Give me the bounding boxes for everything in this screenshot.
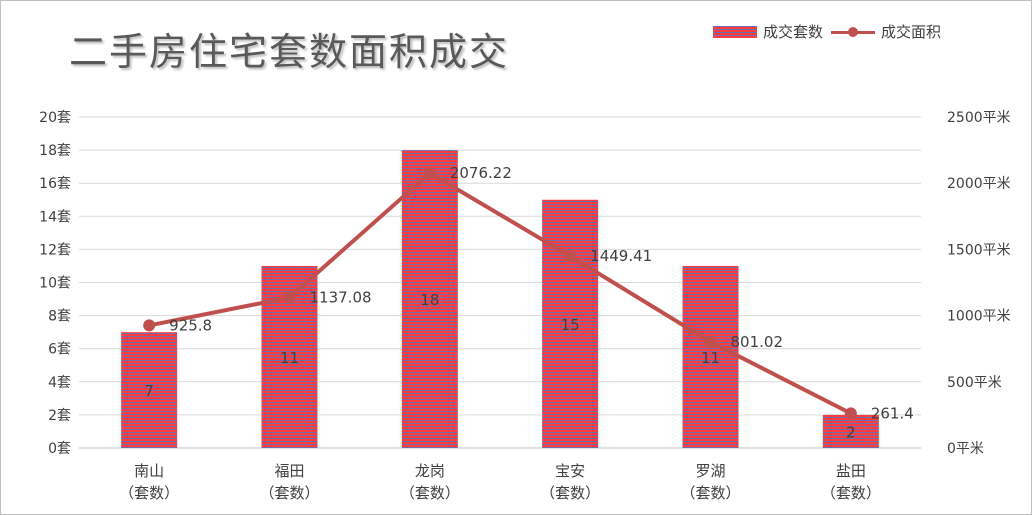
legend-item-bar: 成交套数	[712, 21, 823, 42]
bar-data-label: 18	[420, 291, 439, 309]
category-label: 罗湖	[695, 462, 725, 480]
line-point	[844, 407, 857, 420]
y-right-tick-label: 1000平米	[947, 309, 1011, 325]
category-label: 宝安	[555, 462, 585, 480]
legend-line-swatch	[830, 26, 875, 38]
line-data-label: 261.4	[871, 404, 914, 422]
y-left-tick-label: 12套	[39, 242, 71, 258]
line-data-label: 801.02	[731, 333, 784, 351]
y-right-tick-label: 1500平米	[947, 242, 1011, 258]
y-right-tick-label: 500平米	[947, 375, 1002, 391]
legend-bar-label: 成交套数	[762, 23, 823, 41]
y-left-tick-label: 4套	[48, 375, 71, 391]
category-label: （套数）	[400, 484, 460, 502]
legend-line-label: 成交面积	[880, 23, 941, 41]
chart-legend: 成交套数 成交面积	[712, 21, 941, 42]
bar-data-label: 7	[144, 382, 154, 400]
category-label: （套数）	[821, 484, 881, 502]
category-label: （套数）	[680, 484, 740, 502]
bar-data-label: 11	[701, 349, 720, 367]
legend-bar-swatch	[712, 25, 757, 38]
chart-title: 二手房住宅套数面积成交	[69, 30, 510, 74]
area-series-line	[148, 171, 852, 416]
y-left-tick-label: 8套	[48, 309, 71, 325]
line-point	[283, 291, 296, 304]
legend-item-line: 成交面积	[830, 21, 941, 42]
bar	[121, 332, 178, 448]
y-right-tick-label: 2000平米	[947, 176, 1011, 192]
y-left-tick-label: 0套	[48, 441, 71, 457]
line-point	[423, 167, 436, 180]
bar	[682, 265, 739, 448]
category-label: （套数）	[119, 484, 179, 502]
y-left-tick-label: 18套	[39, 143, 71, 159]
line-point	[564, 250, 577, 263]
category-label: （套数）	[259, 484, 319, 502]
category-label: （套数）	[540, 484, 600, 502]
line-data-label: 1449.41	[590, 247, 652, 265]
category-label: 福田	[274, 462, 304, 480]
line-point	[143, 319, 156, 332]
y-left-tick-label: 6套	[48, 342, 71, 358]
bar	[822, 414, 879, 448]
category-label: 南山	[134, 462, 164, 480]
bar	[542, 199, 599, 448]
line-data-label: 1137.08	[310, 288, 372, 306]
y-right-tick-label: 2500平米	[947, 110, 1011, 126]
bar-data-label: 2	[846, 423, 856, 441]
bar	[401, 150, 458, 448]
bar-data-label: 15	[561, 316, 580, 334]
line-data-label: 2076.22	[450, 164, 512, 182]
y-left-tick-label: 10套	[39, 276, 71, 292]
y-left-tick-label: 16套	[39, 176, 71, 192]
bar-data-label: 11	[280, 349, 299, 367]
line-data-label: 925.8	[169, 316, 212, 334]
category-label: 龙岗	[415, 462, 445, 480]
y-right-tick-label: 0平米	[947, 441, 984, 457]
y-left-tick-label: 20套	[39, 110, 71, 126]
y-left-tick-label: 14套	[39, 209, 71, 225]
line-point	[704, 335, 717, 348]
y-left-tick-label: 2套	[48, 408, 71, 424]
category-label: 盐田	[836, 462, 866, 480]
